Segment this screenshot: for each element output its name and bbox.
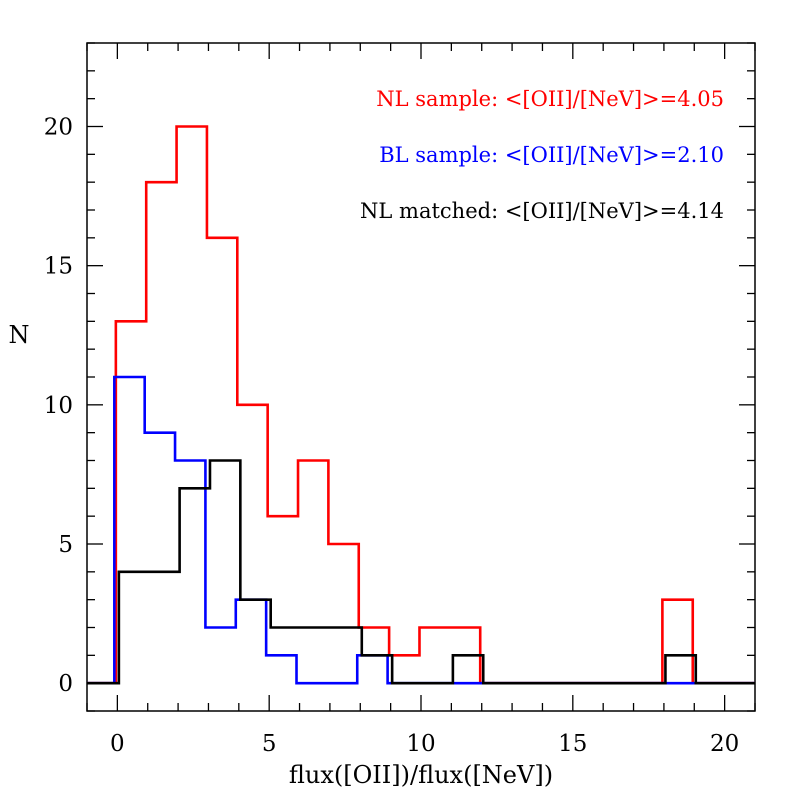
series-nl-matched — [87, 459, 755, 685]
x-tick-label: 20 — [710, 731, 739, 757]
x-tick-label: 15 — [558, 731, 587, 757]
y-tick-label: 15 — [44, 254, 73, 280]
histogram-series — [87, 125, 755, 685]
axis-ticks — [86, 42, 756, 712]
y-axis-label: N — [9, 321, 30, 349]
y-tick-label: 10 — [44, 393, 73, 419]
tick-labels: 0 5 10 15 20 0 5 10 15 20 — [44, 115, 740, 758]
y-tick-label: 5 — [58, 532, 73, 558]
legend-entry: NL matched: <[OII]/[NeV]>=4.14 — [360, 199, 724, 223]
x-axis-label: flux([OII])/flux([NeV]) — [289, 761, 553, 789]
legend-entry: BL sample: <[OII]/[NeV]>=2.10 — [379, 143, 724, 167]
series-bl-sample — [87, 375, 755, 685]
x-tick-label: 5 — [262, 731, 277, 757]
y-tick-label: 0 — [58, 671, 73, 697]
legend: NL sample: <[OII]/[NeV]>=4.05 BL sample: … — [360, 87, 724, 223]
legend-entry: NL sample: <[OII]/[NeV]>=4.05 — [376, 87, 724, 111]
x-tick-label: 0 — [110, 731, 125, 757]
x-tick-label: 10 — [406, 731, 435, 757]
y-tick-label: 20 — [44, 115, 73, 141]
